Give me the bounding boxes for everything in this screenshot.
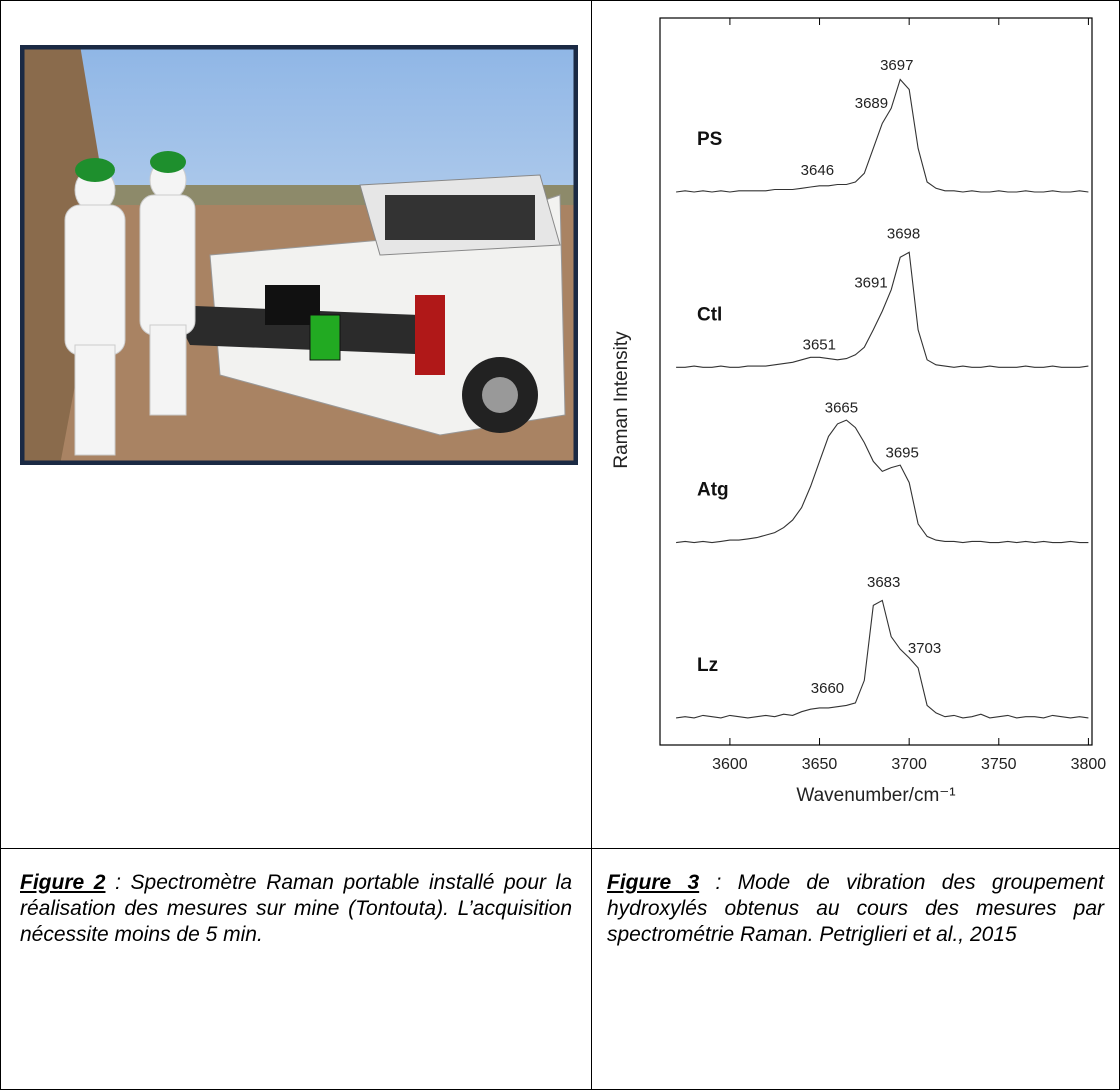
spectrum-line <box>676 419 1089 544</box>
x-tick-label: 3750 <box>981 756 1017 773</box>
peak-label: 3665 <box>825 400 858 417</box>
caption: Figure 3 : Mode de vibration des groupem… <box>607 870 1104 948</box>
series-label: Atg <box>697 480 729 501</box>
peak-label: 3646 <box>801 162 834 179</box>
peak-label: 3651 <box>803 336 836 353</box>
peak-label: 3703 <box>908 640 941 657</box>
caption-text: : Spectromètre Raman portable installé p… <box>20 871 572 946</box>
x-axis-label: Wavenumber/cm⁻¹ <box>796 785 955 806</box>
caption-text: : Mode de vibration des groupement hydro… <box>607 871 1104 946</box>
spectrum-line <box>676 251 1089 368</box>
x-tick-label: 3800 <box>1071 756 1107 773</box>
peak-label: 3660 <box>811 680 844 697</box>
series-label: PS <box>697 129 722 150</box>
x-tick-label: 3600 <box>712 756 748 773</box>
spectrum-line <box>676 78 1089 193</box>
peak-label: 3695 <box>886 445 919 462</box>
y-axis-label: Raman Intensity <box>611 331 632 469</box>
figure-label: Figure 2 <box>20 871 106 894</box>
peak-label: 3698 <box>887 225 920 242</box>
peak-label: 3697 <box>880 57 913 74</box>
caption: Figure 2 : Spectromètre Raman portable i… <box>20 870 572 948</box>
x-tick-label: 3650 <box>802 756 838 773</box>
peak-label: 3689 <box>855 95 888 112</box>
figure-label: Figure 3 <box>607 871 700 894</box>
plot-frame <box>659 17 1093 746</box>
x-tick-label: 3700 <box>891 756 927 773</box>
series-label: Lz <box>697 655 718 676</box>
chart: 3600 3650 3700 3750 3800 Wavenumber/cm⁻¹ Raman… <box>611 17 1107 806</box>
peak-label: 3691 <box>854 274 887 291</box>
peak-label: 3683 <box>867 574 900 591</box>
series-label: Ctl <box>697 304 722 325</box>
spectrum-line <box>676 599 1089 719</box>
photo <box>20 45 578 465</box>
